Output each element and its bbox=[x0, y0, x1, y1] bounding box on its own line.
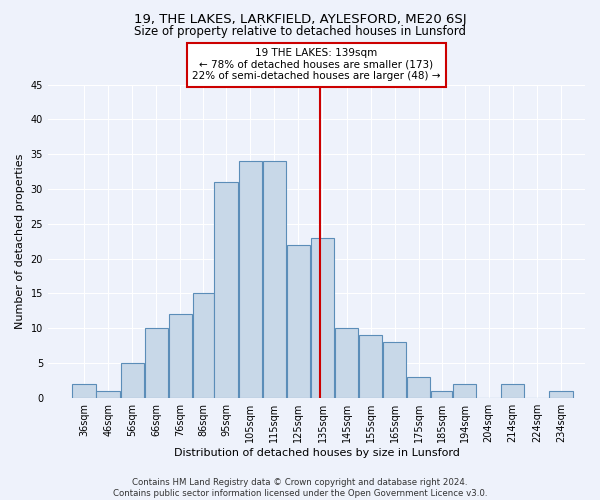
Bar bbox=[383, 342, 406, 398]
Text: 19 THE LAKES: 139sqm
← 78% of detached houses are smaller (173)
22% of semi-deta: 19 THE LAKES: 139sqm ← 78% of detached h… bbox=[192, 48, 441, 82]
Bar bbox=[214, 182, 238, 398]
Bar bbox=[549, 390, 572, 398]
Bar bbox=[263, 161, 286, 398]
Bar bbox=[359, 335, 382, 398]
Bar bbox=[239, 161, 262, 398]
Bar bbox=[407, 377, 430, 398]
Bar bbox=[145, 328, 168, 398]
X-axis label: Distribution of detached houses by size in Lunsford: Distribution of detached houses by size … bbox=[173, 448, 460, 458]
Bar bbox=[121, 363, 144, 398]
Bar bbox=[311, 238, 334, 398]
Text: 19, THE LAKES, LARKFIELD, AYLESFORD, ME20 6SJ: 19, THE LAKES, LARKFIELD, AYLESFORD, ME2… bbox=[134, 12, 466, 26]
Bar bbox=[73, 384, 96, 398]
Text: Size of property relative to detached houses in Lunsford: Size of property relative to detached ho… bbox=[134, 25, 466, 38]
Bar bbox=[287, 244, 310, 398]
Bar bbox=[97, 390, 120, 398]
Bar bbox=[193, 294, 214, 398]
Bar bbox=[335, 328, 358, 398]
Bar bbox=[169, 314, 192, 398]
Text: Contains HM Land Registry data © Crown copyright and database right 2024.
Contai: Contains HM Land Registry data © Crown c… bbox=[113, 478, 487, 498]
Bar bbox=[453, 384, 476, 398]
Bar bbox=[431, 390, 452, 398]
Bar bbox=[501, 384, 524, 398]
Y-axis label: Number of detached properties: Number of detached properties bbox=[15, 154, 25, 329]
